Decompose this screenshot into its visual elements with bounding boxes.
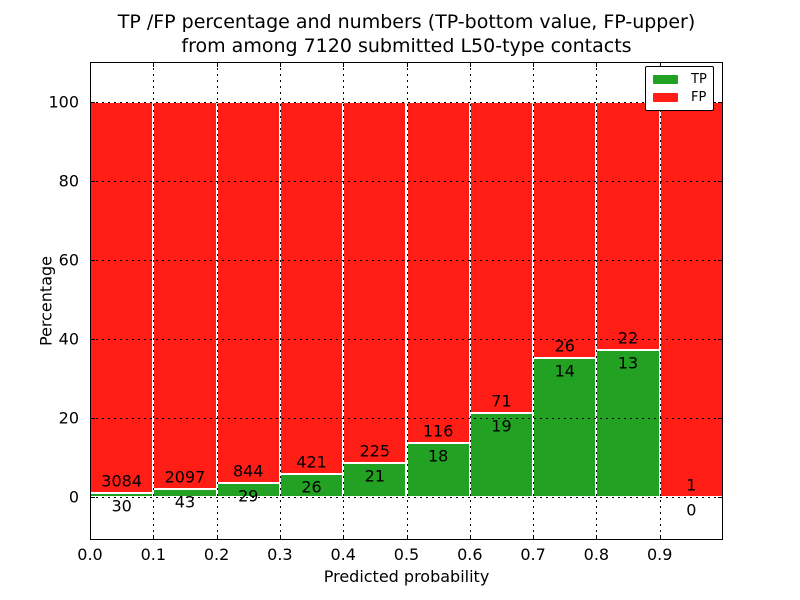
- y-tick-label-60: 60: [58, 250, 79, 270]
- chart-title-line1: TP /FP percentage and numbers (TP-bottom…: [117, 11, 696, 33]
- chart-title-line2: from among 7120 submitted L50-type conta…: [181, 35, 632, 57]
- bar-tp-0.8-0.9: [596, 349, 660, 497]
- y-axis-label: Percentage: [36, 255, 56, 347]
- bar-tp-0.7-0.8: [533, 358, 597, 497]
- bar-fp-0.8-0.9: [596, 101, 660, 350]
- legend-item-fp: FP: [653, 91, 706, 104]
- x-tick-label-0.1: 0.1: [140, 545, 167, 564]
- bars-layer: [90, 62, 723, 540]
- x-tick-label-0.5: 0.5: [393, 545, 420, 564]
- legend-label-fp: FP: [691, 89, 707, 105]
- x-axis-label: Predicted probability: [323, 567, 490, 586]
- y-tick-label-0: 0: [68, 487, 79, 507]
- bar-tp-0.4-0.5: [343, 462, 407, 497]
- bar-tp-0.6-0.7: [469, 413, 534, 497]
- y-tick-label-100: 100: [48, 92, 79, 111]
- x-tick-label-0.8: 0.8: [583, 545, 610, 564]
- x-tick-label-0.7: 0.7: [520, 545, 546, 564]
- chart-title: TP /FP percentage and numbers (TP-bottom…: [90, 10, 723, 58]
- bar-fp-0.6-0.7: [469, 101, 534, 414]
- y-tick-label-20: 20: [58, 408, 79, 428]
- bar-tp-0.5-0.6: [406, 443, 470, 497]
- bar-fp-0.3-0.4: [279, 101, 344, 474]
- x-tick-label-0.3: 0.3: [267, 545, 293, 564]
- bar-fp-0.5-0.6: [406, 101, 470, 444]
- x-tick-label-0.0: 0.0: [77, 545, 103, 564]
- legend-label-tp: TP: [691, 72, 707, 88]
- x-tick-label-0.2: 0.2: [203, 545, 230, 564]
- legend-item-tp: TP: [653, 72, 707, 88]
- x-tick-label-0.9: 0.9: [646, 545, 673, 564]
- x-tick-label-0.4: 0.4: [330, 545, 356, 564]
- bar-fp-0.0-0.1: [90, 101, 154, 493]
- tp-swatch: [653, 75, 678, 85]
- fp-swatch: [653, 92, 678, 102]
- bar-tp-0.2-0.3: [216, 483, 280, 497]
- y-tick-label-80: 80: [58, 171, 79, 190]
- y-tick-label-40: 40: [58, 329, 79, 349]
- bar-tp-0.1-0.2: [153, 488, 217, 497]
- bar-fp-0.4-0.5: [343, 101, 407, 463]
- bar-tp-0.0-0.1: [90, 492, 154, 497]
- legend: TP FP: [645, 66, 714, 111]
- bar-tp-0.3-0.4: [279, 473, 344, 497]
- plot-area: 3084 30 2097 43 844 29 421 26 225 21 116 18 71 19 26 14…: [90, 62, 723, 540]
- bar-fp-0.2-0.3: [216, 101, 280, 484]
- bar-fp-0.1-0.2: [153, 101, 217, 489]
- bar-fp-0.7-0.8: [533, 101, 597, 359]
- bar-fp-0.9-1.0: [659, 101, 723, 497]
- x-tick-label-0.6: 0.6: [457, 545, 483, 564]
